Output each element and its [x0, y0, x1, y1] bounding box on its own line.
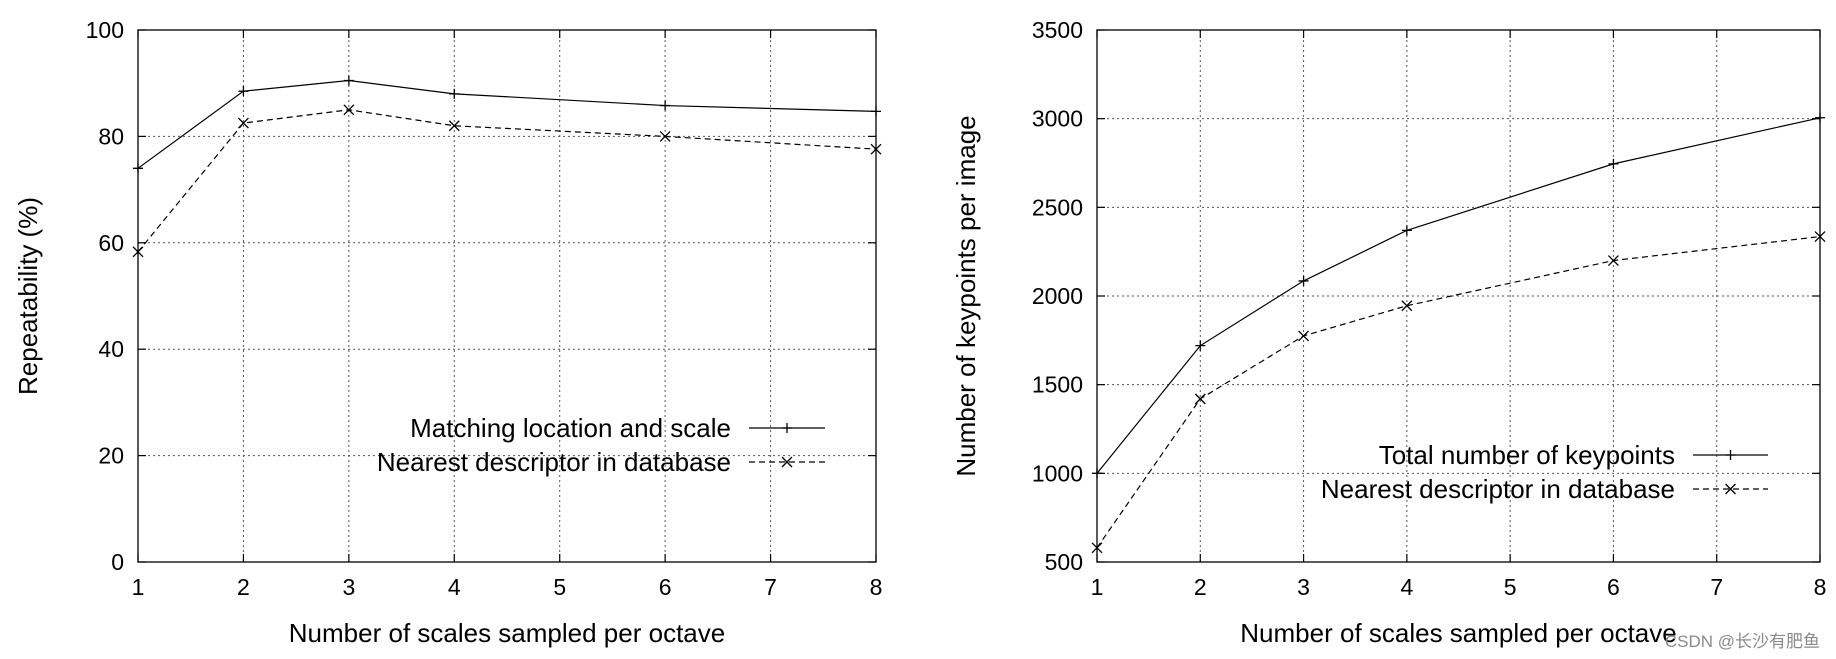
x-tick-label: 7: [764, 574, 777, 600]
x-tick-label: 8: [870, 574, 883, 600]
x-tick-label: 4: [448, 574, 461, 600]
x-tick-label: 1: [132, 574, 145, 600]
y-tick-label: 1000: [1032, 460, 1083, 486]
x-axis-title: Number of scales sampled per octave: [289, 618, 725, 648]
x-tick-label: 2: [1194, 574, 1207, 600]
x-tick-label: 3: [1297, 574, 1310, 600]
x-tick-label: 7: [1710, 574, 1723, 600]
data-point: [343, 104, 355, 116]
y-tick-label: 60: [98, 230, 124, 256]
series-solid: [1092, 112, 1825, 479]
data-point: [870, 143, 882, 155]
data-point: [1608, 158, 1619, 169]
legend-marker: [782, 423, 792, 433]
data-point: [449, 88, 460, 99]
series-line: [137, 109, 877, 253]
series-dashed: [1091, 231, 1826, 554]
data-point: [659, 130, 671, 142]
y-tick-label: 40: [98, 336, 124, 362]
data-point: [132, 246, 144, 258]
data-point: [1194, 393, 1206, 405]
legend-marker: [1725, 483, 1736, 495]
x-tick-label: 1: [1091, 574, 1104, 600]
data-point: [871, 106, 881, 117]
data-point: [238, 86, 249, 97]
legend-label: Nearest descriptor in database: [1321, 474, 1675, 504]
data-point: [343, 75, 354, 86]
legend-label: Nearest descriptor in database: [377, 447, 731, 477]
y-tick-label: 2500: [1032, 194, 1083, 220]
series-line: [137, 79, 877, 169]
x-tick-label: 2: [237, 574, 250, 600]
x-tick-label: 5: [1504, 574, 1517, 600]
x-tick-label: 8: [1814, 574, 1827, 600]
y-axis-title: Repeatability (%): [13, 197, 43, 395]
data-point: [1092, 468, 1102, 479]
x-tick-label: 5: [553, 574, 566, 600]
data-point: [1607, 255, 1619, 266]
data-point: [660, 100, 671, 111]
legend-marker: [781, 456, 793, 468]
y-tick-label: 100: [86, 17, 124, 43]
series-line: [1096, 117, 1821, 474]
y-tick-label: 500: [1045, 549, 1083, 575]
x-tick-label: 6: [659, 574, 672, 600]
legend-marker: [1725, 450, 1736, 460]
y-axis-title: Number of keypoints per image: [951, 115, 981, 476]
series-line: [1096, 235, 1821, 549]
chart-keypoints-per-image: 1 2 3 4 5 6 7 8 500 1000 1500 2000 2500 3000 3500 Numbe…: [951, 17, 1826, 648]
data-point: [1815, 112, 1825, 123]
data-point: [237, 117, 249, 129]
x-tick-label: 4: [1400, 574, 1413, 600]
y-tick-label: 20: [98, 443, 124, 469]
legend-label: Matching location and scale: [410, 413, 731, 443]
plot-frame: [137, 29, 877, 563]
data-point: [448, 120, 460, 132]
y-tick-label: 0: [111, 549, 124, 575]
data-point: [1401, 225, 1412, 236]
y-tick-label: 2000: [1032, 283, 1083, 309]
y-tick-label: 3500: [1032, 17, 1083, 43]
watermark-text: CSDN @长沙有肥鱼: [1665, 632, 1820, 651]
data-point: [1298, 275, 1309, 286]
x-tick-label: 6: [1607, 574, 1620, 600]
data-point: [133, 163, 143, 174]
legend-label: Total number of keypoints: [1379, 440, 1675, 470]
data-point: [1091, 542, 1103, 554]
data-point: [1401, 300, 1413, 312]
series-solid: [133, 75, 881, 174]
y-tick-label: 3000: [1032, 106, 1083, 132]
y-tick-label: 80: [98, 123, 124, 149]
x-tick-label: 3: [342, 574, 355, 600]
data-point: [1814, 231, 1826, 243]
y-tick-label: 1500: [1032, 372, 1083, 398]
data-point: [1298, 330, 1310, 342]
x-axis-title: Number of scales sampled per octave: [1240, 618, 1676, 648]
series-dashed: [132, 104, 882, 258]
data-point: [1195, 340, 1206, 351]
